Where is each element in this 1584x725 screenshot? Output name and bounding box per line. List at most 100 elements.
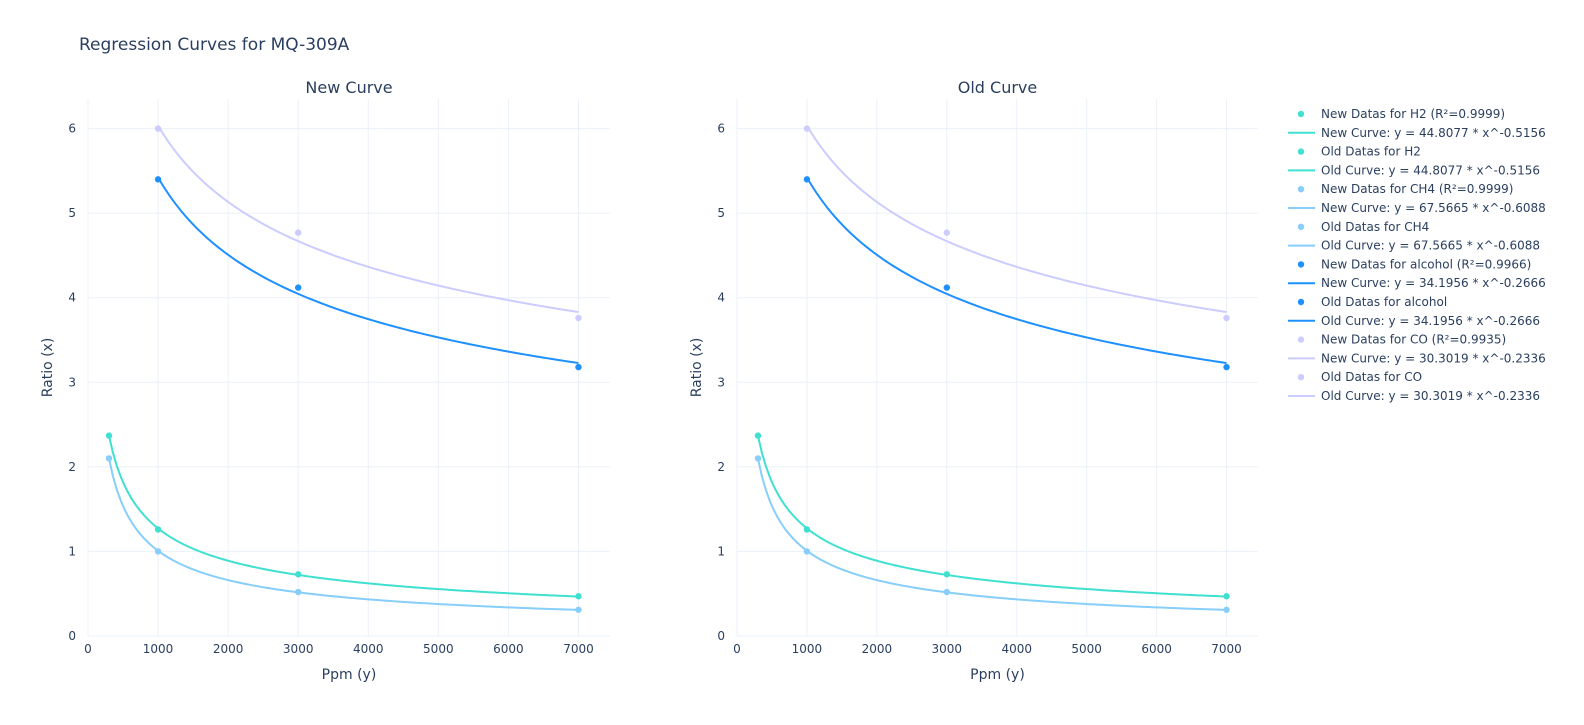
figure-title: Regression Curves for MQ-309A	[79, 35, 350, 55]
data-point-co	[295, 229, 302, 236]
curve-line-ch4	[108, 458, 579, 611]
subplot-new: 0 1000 2000 3000 4000 5000 6000 7000 0 1 2 3 4 5 6 New …	[40, 78, 610, 683]
legend-item[interactable]: New Curve: y = 34.1956 * x^-0.2666	[1288, 276, 1546, 290]
data-point-alcohol	[575, 363, 582, 371]
curve-line-ch4	[757, 458, 1227, 611]
data-point-h2	[1223, 593, 1230, 600]
legend-item[interactable]: Old Curve: y = 67.5665 * x^-0.6088	[1288, 239, 1540, 253]
x-tick-label: 4000	[1001, 642, 1032, 656]
y-tick-label: 3	[68, 375, 76, 389]
legend-label: New Datas for alcohol (R²=0.9966)	[1321, 257, 1531, 271]
y-axis-title: Ratio (x)	[689, 338, 705, 398]
y-tick-label: 0	[68, 629, 76, 643]
legend-label: New Datas for CO (R²=0.9935)	[1321, 333, 1506, 347]
data-point-co	[575, 314, 582, 322]
x-tick-label: 3000	[283, 642, 314, 656]
legend-item[interactable]: New Curve: y = 30.3019 * x^-0.2336	[1288, 351, 1546, 365]
data-point-h2	[105, 432, 113, 439]
legend-item[interactable]: Old Curve: y = 30.3019 * x^-0.2336	[1288, 389, 1540, 403]
legend-label: New Curve: y = 44.8077 * x^-0.5156	[1321, 126, 1546, 140]
data-point-ch4	[1223, 606, 1230, 613]
y-tick-label: 4	[68, 291, 76, 305]
x-tick-label: 1000	[792, 642, 823, 656]
data-point-ch4	[943, 588, 950, 596]
data-point-h2	[943, 571, 950, 578]
legend-label: Old Curve: y = 67.5665 * x^-0.6088	[1321, 239, 1540, 253]
y-tick-label: 1	[717, 544, 725, 558]
data-point-alcohol	[295, 284, 302, 291]
data-point-ch4	[295, 588, 302, 596]
subplot-title: New Curve	[305, 78, 392, 97]
legend-item[interactable]: New Datas for CH4 (R²=0.9999)	[1297, 182, 1514, 196]
legend-label: Old Datas for CH4	[1321, 220, 1429, 234]
legend-item[interactable]: Old Datas for CH4	[1297, 220, 1429, 234]
data-point-ch4	[105, 455, 113, 462]
x-tick-label: 7000	[1211, 642, 1242, 656]
y-tick-label: 5	[717, 206, 725, 220]
data-point-co	[154, 125, 162, 132]
data-point-h2	[154, 526, 162, 533]
legend-item[interactable]: New Curve: y = 67.5665 * x^-0.6088	[1288, 201, 1546, 215]
x-tick-label: 6000	[493, 642, 524, 656]
legend-marker-icon	[1297, 186, 1305, 193]
data-point-alcohol	[803, 176, 811, 183]
data-point-ch4	[154, 548, 162, 555]
y-tick-label: 5	[68, 206, 76, 220]
legend-item[interactable]: Old Datas for alcohol	[1297, 295, 1447, 309]
x-tick-label: 1000	[143, 642, 174, 656]
x-tick-label: 2000	[213, 642, 244, 656]
legend-item[interactable]: New Datas for H2 (R²=0.9999)	[1297, 107, 1505, 121]
data-point-ch4	[803, 548, 811, 555]
x-tick-label: 0	[84, 642, 92, 656]
data-point-co	[943, 229, 950, 236]
legend-item[interactable]: New Datas for alcohol (R²=0.9966)	[1297, 257, 1532, 271]
legend-marker-icon	[1297, 110, 1305, 118]
legend-item[interactable]: New Datas for CO (R²=0.9935)	[1297, 333, 1506, 347]
y-tick-label: 2	[717, 460, 725, 474]
y-tick-label: 6	[717, 122, 725, 136]
data-point-alcohol	[943, 284, 950, 291]
x-axis-title: Ppm (y)	[322, 667, 377, 683]
data-point-h2	[295, 571, 302, 578]
legend-label: New Curve: y = 30.3019 * x^-0.2336	[1321, 351, 1546, 365]
legend-item[interactable]: Old Datas for H2	[1297, 145, 1421, 159]
curve-line-h2	[108, 435, 579, 598]
y-axis-title: Ratio (x)	[40, 338, 56, 398]
legend-label: Old Curve: y = 30.3019 * x^-0.2336	[1321, 389, 1540, 403]
legend-label: Old Datas for CO	[1321, 370, 1422, 384]
x-tick-label: 7000	[563, 642, 594, 656]
legend-marker-icon	[1297, 223, 1305, 230]
data-point-h2	[575, 593, 582, 600]
x-tick-label: 5000	[423, 642, 454, 656]
y-tick-label: 3	[717, 375, 725, 389]
legend-marker-icon	[1297, 261, 1305, 268]
legend-label: New Curve: y = 67.5665 * x^-0.6088	[1321, 201, 1546, 215]
legend-item[interactable]: Old Datas for CO	[1297, 370, 1422, 384]
y-tick-label: 2	[68, 460, 76, 474]
data-point-ch4	[754, 455, 762, 462]
data-point-alcohol	[154, 176, 162, 183]
x-tick-label: 2000	[862, 642, 893, 656]
legend-marker-icon	[1297, 148, 1305, 155]
x-tick-label: 0	[733, 642, 741, 656]
subplot-old: 0 1000 2000 3000 4000 5000 6000 7000 0 1 2 3 4 5 6 Old …	[689, 78, 1258, 683]
legend-item[interactable]: Old Curve: y = 44.8077 * x^-0.5156	[1288, 163, 1540, 177]
legend-label: Old Curve: y = 44.8077 * x^-0.5156	[1321, 163, 1540, 177]
legend-label: Old Curve: y = 34.1956 * x^-0.2666	[1321, 314, 1540, 328]
curve-line-alcohol	[806, 176, 1227, 365]
x-tick-label: 6000	[1141, 642, 1172, 656]
legend-marker-icon	[1297, 336, 1305, 343]
legend-item[interactable]: Old Curve: y = 34.1956 * x^-0.2666	[1288, 314, 1540, 328]
curve-line-co	[806, 125, 1227, 314]
legend[interactable]: New Datas for H2 (R²=0.9999) New Curve: y…	[1288, 107, 1546, 403]
legend-label: New Datas for H2 (R²=0.9999)	[1321, 107, 1505, 121]
legend-item[interactable]: New Curve: y = 44.8077 * x^-0.5156	[1288, 126, 1546, 140]
data-point-alcohol	[1223, 363, 1230, 371]
curve-line-co	[157, 125, 579, 314]
x-axis-title: Ppm (y)	[970, 667, 1025, 683]
legend-label: Old Datas for H2	[1321, 145, 1421, 159]
data-point-h2	[754, 432, 762, 439]
y-tick-label: 0	[717, 629, 725, 643]
x-tick-label: 5000	[1071, 642, 1102, 656]
